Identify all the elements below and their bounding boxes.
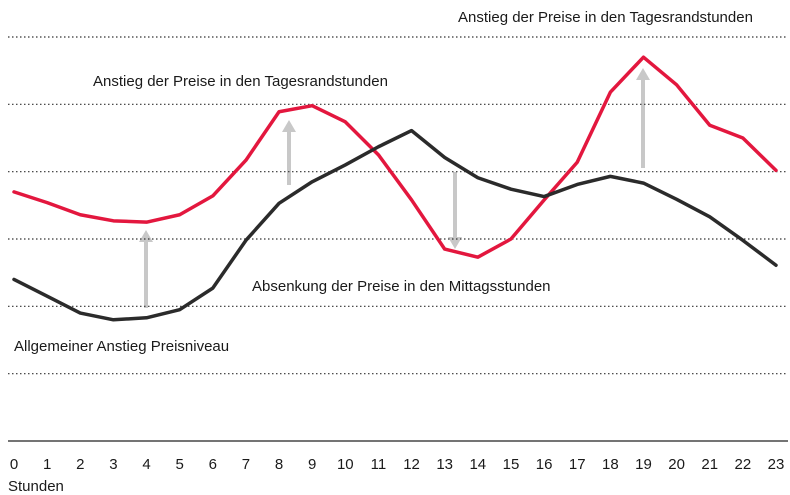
x-axis-label: Stunden <box>8 478 64 495</box>
x-tick-label: 11 <box>371 456 387 473</box>
x-tick-label: 18 <box>602 456 619 473</box>
x-tick-label: 23 <box>768 456 785 473</box>
line-series <box>12 128 778 322</box>
x-tick-label: 2 <box>76 456 84 473</box>
x-tick-label: 12 <box>403 456 420 473</box>
x-tick-label: 0 <box>10 456 18 473</box>
x-tick-label: 15 <box>503 456 520 473</box>
x-tick-label: 4 <box>142 456 150 473</box>
annotation: Anstieg der Preise in den Tagesrandstund… <box>93 73 388 90</box>
x-tick-label: 8 <box>275 456 283 473</box>
x-tick-label: 22 <box>735 456 752 473</box>
x-tick-label: 9 <box>308 456 316 473</box>
annotation: Anstieg der Preise in den Tagesrandstund… <box>458 9 753 26</box>
x-tick-label: 3 <box>109 456 117 473</box>
annotation: Absenkung der Preise in den Mittagsstund… <box>252 278 551 295</box>
x-tick-label: 7 <box>242 456 250 473</box>
x-tick-label: 16 <box>536 456 553 473</box>
line-series <box>12 55 778 259</box>
x-tick-label: 21 <box>701 456 718 473</box>
arrow-head <box>282 120 296 132</box>
x-tick-label: 10 <box>337 456 354 473</box>
x-tick-label: 6 <box>209 456 217 473</box>
arrow-head <box>448 237 462 249</box>
arrow-head <box>139 230 153 242</box>
arrows <box>139 68 650 308</box>
x-tick-label: 1 <box>43 456 51 473</box>
x-tick-label: 14 <box>469 456 486 473</box>
x-tick-label: 17 <box>569 456 586 473</box>
x-tick-label: 5 <box>175 456 183 473</box>
x-tick-label: 20 <box>668 456 685 473</box>
annotation: Allgemeiner Anstieg Preisniveau <box>14 338 229 355</box>
arrow-head <box>636 68 650 80</box>
x-tick-label: 19 <box>635 456 652 473</box>
x-tick-label: 13 <box>436 456 453 473</box>
